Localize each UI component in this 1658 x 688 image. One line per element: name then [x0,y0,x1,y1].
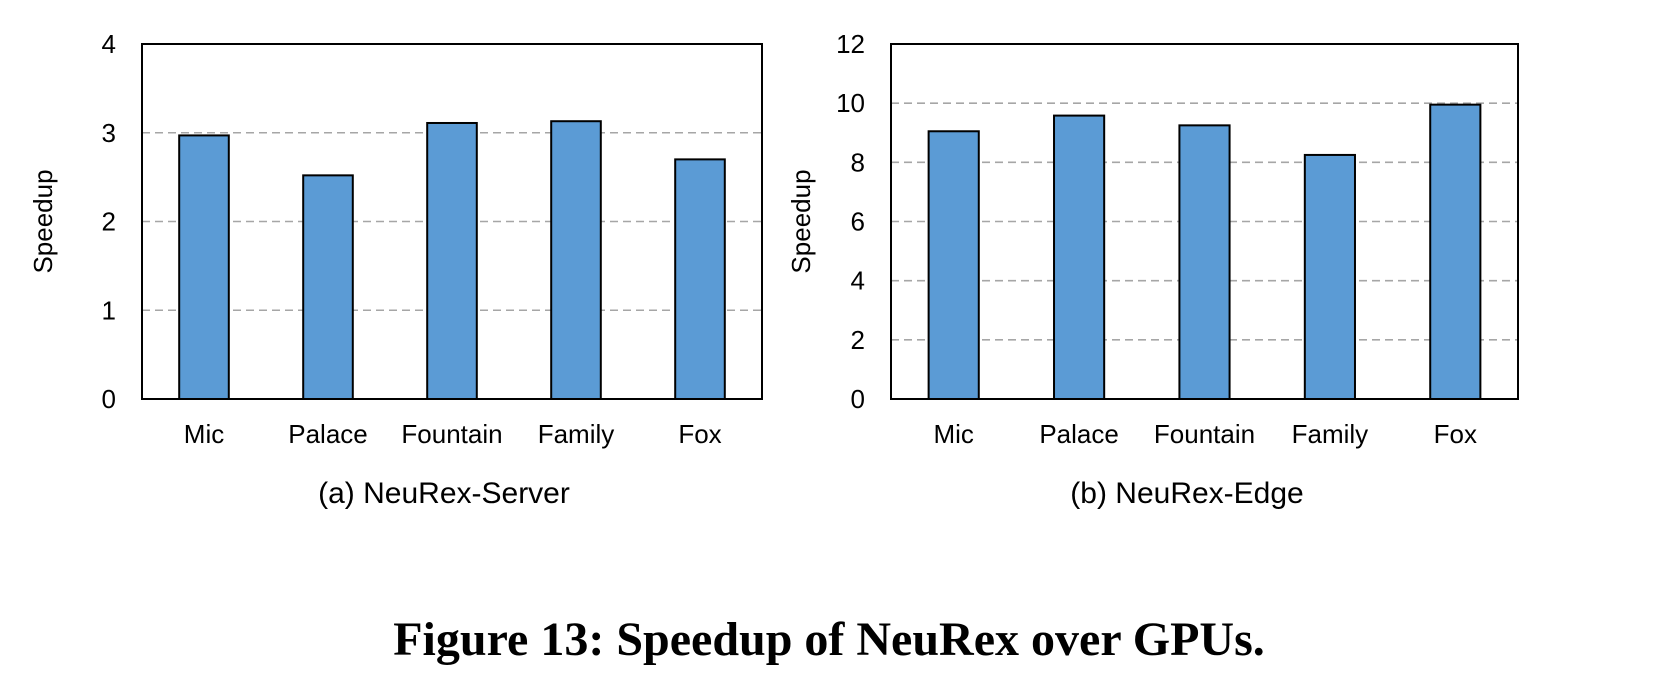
chart-neurex-edge: 0 2 4 6 8 10 12 Mic Palace Fountain Family Fox Speed… [786,29,1519,510]
y-axis-label: Speedup [28,169,58,273]
x-tick-label: Fountain [1154,419,1255,449]
y-tick-label: 4 [851,266,865,296]
bar-family [1303,153,1356,400]
bar-mic [927,130,980,400]
bar-fox [1429,103,1482,400]
y-tick-label: 8 [851,147,865,177]
bar-fountain [1178,124,1231,401]
figure-caption: Figure 13: Speedup of NeuRex over GPUs. [393,613,1265,666]
y-tick-label: 2 [102,207,116,237]
bar-fox [674,158,726,400]
x-tick-label: Fountain [401,419,502,449]
chart-neurex-server: 0 1 2 3 4 Mic Palace Fountain Family Fox Speedup (a… [28,29,763,510]
y-tick-label: 3 [102,118,116,148]
chart-subtitle: (a) NeuRex-Server [318,477,570,510]
x-tick-label: Mic [933,419,973,449]
x-tick-label: Palace [1039,419,1119,449]
y-tick-label: 0 [102,384,116,414]
y-tick-label: 12 [836,29,865,59]
y-tick-label: 4 [102,29,116,59]
bar-palace [1053,114,1106,400]
bar-palace [302,174,354,400]
bar-mic [178,134,230,400]
x-tick-label: Family [1292,419,1369,449]
plot-frame [890,43,1519,400]
x-tick-label: Fox [678,419,721,449]
x-tick-label: Fox [1434,419,1477,449]
y-axis-label: Speedup [786,169,816,273]
y-tick-label: 0 [851,384,865,414]
plot-frame [141,43,763,400]
x-tick-label: Family [538,419,615,449]
x-tick-label: Mic [184,419,224,449]
x-tick-label: Palace [288,419,368,449]
y-tick-label: 10 [836,88,865,118]
bar-family [550,120,602,401]
bar-fountain [426,121,478,401]
y-tick-label: 2 [851,325,865,355]
chart-subtitle: (b) NeuRex-Edge [1070,477,1303,510]
y-tick-label: 6 [851,207,865,237]
y-tick-label: 1 [102,295,116,325]
